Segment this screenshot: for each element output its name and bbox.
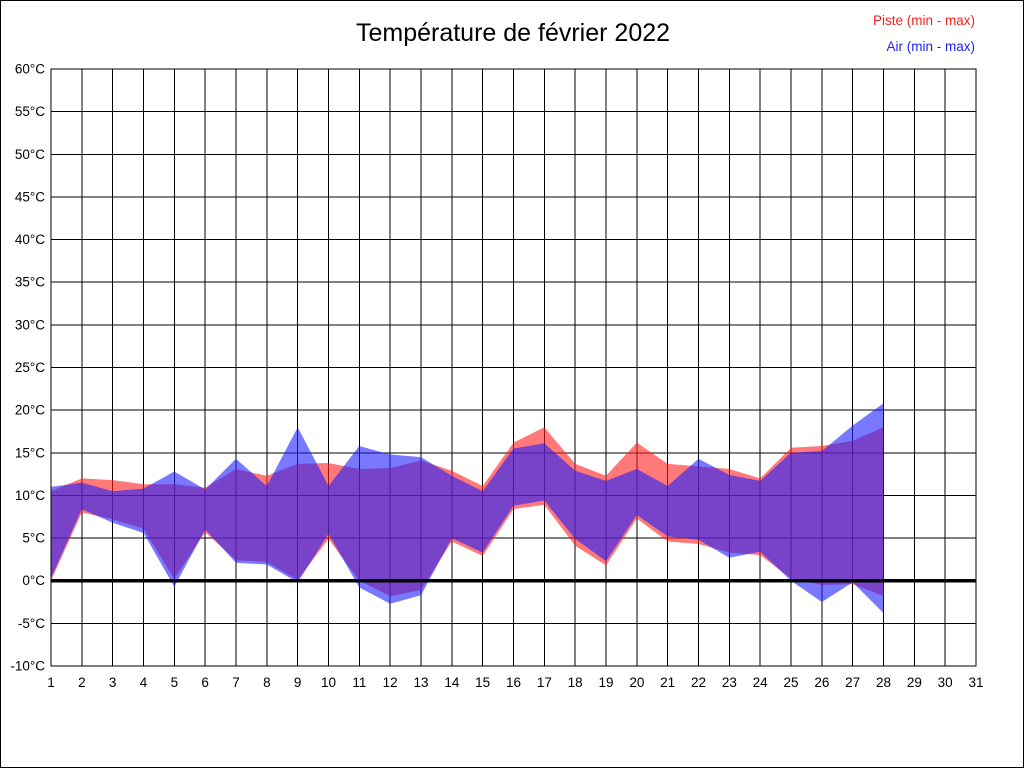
x-tick-label: 18 [568, 675, 583, 690]
x-tick-label: 30 [938, 675, 953, 690]
x-tick-label: 3 [109, 675, 117, 690]
x-tick-label: 24 [753, 675, 769, 690]
y-tick-label: -5°C [18, 616, 45, 631]
x-tick-label: 10 [321, 675, 336, 690]
x-tick-label: 13 [413, 675, 428, 690]
legend-item-air: Air (min - max) [873, 34, 976, 60]
x-tick-label: 12 [383, 675, 398, 690]
x-tick-label: 27 [845, 675, 860, 690]
y-tick-label: 40°C [15, 232, 45, 247]
y-tick-label: 10°C [15, 488, 45, 503]
x-tick-label: 6 [201, 675, 209, 690]
x-tick-label: 31 [968, 675, 983, 690]
x-tick-labels: 1 2 3 4 5 6 7 8 9 10 11 12 13 14 15 16 17 18 19 20 21 22 23 24 2… [47, 675, 983, 690]
legend-label-piste: Piste (min - max) [872, 13, 975, 28]
x-tick-label: 21 [660, 675, 675, 690]
y-tick-label: 25°C [15, 360, 45, 375]
x-tick-label: 9 [294, 675, 302, 690]
x-tick-label: 17 [537, 675, 552, 690]
y-tick-label: 0°C [22, 573, 45, 588]
x-tick-label: 14 [444, 675, 460, 690]
x-tick-label: 25 [783, 675, 798, 690]
x-tick-label: 2 [78, 675, 86, 690]
x-tick-label: 8 [263, 675, 271, 690]
legend-label-air: Air (min - max) [886, 39, 976, 54]
x-tick-label: 20 [629, 675, 644, 690]
x-tick-label: 7 [232, 675, 240, 690]
y-tick-label: 50°C [15, 147, 45, 162]
x-tick-label: 26 [814, 675, 829, 690]
x-tick-label: 29 [907, 675, 922, 690]
x-tick-label: 22 [691, 675, 706, 690]
y-tick-label: 45°C [15, 189, 45, 204]
legend-item-piste: Piste (min - max) [873, 8, 975, 34]
y-tick-label: 30°C [15, 317, 45, 332]
x-tick-label: 19 [598, 675, 613, 690]
y-tick-label: -10°C [10, 659, 45, 674]
y-tick-label: 15°C [15, 445, 45, 460]
x-tick-label: 4 [140, 675, 148, 690]
plot-border [50, 68, 977, 667]
x-tick-label: 15 [475, 675, 490, 690]
y-tick-label: 5°C [22, 531, 45, 546]
x-tick-label: 23 [722, 675, 737, 690]
legend: Piste (min - max) Air (min - max) [873, 8, 975, 60]
x-tick-label: 11 [352, 675, 366, 690]
x-tick-label: 16 [506, 675, 521, 690]
x-tick-label: 5 [171, 675, 179, 690]
y-tick-labels: -10°C -5°C 0°C 5°C 10°C 15°C 20°C 25°C 30°C 35°C 4… [10, 62, 45, 674]
y-tick-label: 35°C [15, 275, 45, 290]
air-band [51, 403, 884, 614]
y-tick-label: 55°C [15, 104, 45, 119]
x-tick-label: 28 [876, 675, 891, 690]
chart-title: Température de février 2022 [355, 19, 671, 47]
y-tick-label: 20°C [15, 403, 45, 418]
y-tick-label: 60°C [15, 62, 45, 77]
x-tick-label: 1 [47, 675, 55, 690]
